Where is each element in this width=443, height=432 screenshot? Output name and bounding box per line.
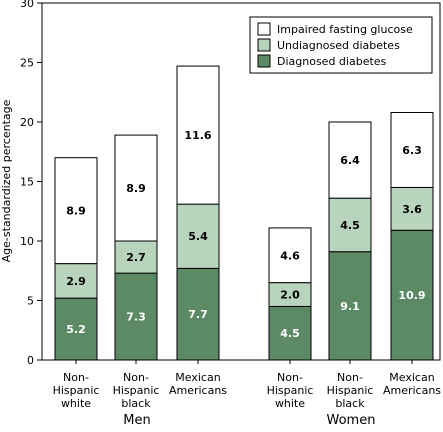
legend-swatch — [257, 38, 271, 52]
data-label: 8.9 — [126, 182, 146, 195]
category-label: Americans — [169, 384, 227, 397]
y-tick-label: 5 — [27, 295, 34, 308]
data-label: 10.9 — [398, 289, 425, 302]
y-axis: 0 5 10 15 20 25 30 — [20, 0, 42, 367]
bars: 5.2 2.9 8.9 7.3 2.7 8.9 7.7 5.4 11.6 4.5 2.0 4.6 9.1… — [54, 65, 434, 364]
group-label: Men — [123, 413, 150, 428]
data-label: 3.6 — [402, 203, 422, 216]
category-label: Non- — [123, 371, 149, 384]
category-labels: Non-HispanicwhiteNon-HispanicblackMexica… — [53, 371, 442, 428]
y-tick-label: 0 — [27, 354, 34, 367]
category-label: Americans — [383, 384, 441, 397]
bar-segment — [176, 267, 220, 361]
data-label: 6.3 — [402, 144, 422, 157]
legend-swatch — [257, 22, 271, 36]
data-label: 8.9 — [66, 205, 86, 218]
data-label: 2.9 — [66, 275, 86, 288]
category-label: Hispanic — [267, 384, 314, 397]
bar-segment — [176, 65, 220, 205]
category-label: Hispanic — [327, 384, 374, 397]
bar-segment — [328, 121, 372, 199]
data-label: 2.7 — [126, 251, 146, 264]
y-tick-label: 25 — [20, 57, 34, 70]
data-label: 2.0 — [280, 289, 300, 302]
legend: Impaired fasting glucose Undiagnosed diab… — [249, 16, 433, 74]
category-label: Non- — [63, 371, 89, 384]
category-label: Mexican — [389, 371, 434, 384]
bar-segment — [390, 111, 434, 188]
category-label: Hispanic — [113, 384, 160, 397]
bar-segment — [54, 157, 98, 265]
data-label: 5.2 — [66, 323, 86, 336]
data-label: 9.1 — [340, 300, 360, 313]
data-label: 6.4 — [340, 154, 360, 167]
bar-segment — [328, 251, 372, 361]
category-label: Hispanic — [53, 384, 100, 397]
bar-segment — [176, 203, 220, 269]
data-label: 11.6 — [184, 129, 211, 142]
bar-segment — [268, 227, 312, 284]
y-tick-label: 10 — [20, 235, 34, 248]
data-label: 5.4 — [188, 230, 208, 243]
y-axis-label: Age-standardized percentage — [0, 99, 13, 262]
bar-segment — [114, 134, 158, 242]
legend-label: Impaired fasting glucose — [277, 23, 413, 36]
category-label: black — [121, 397, 151, 410]
category-label: black — [335, 397, 365, 410]
legend-swatch — [257, 54, 271, 68]
category-label: Non- — [277, 371, 303, 384]
data-label: 4.5 — [280, 327, 300, 340]
legend-label: Undiagnosed diabetes — [277, 39, 400, 52]
y-tick-label: 15 — [20, 176, 34, 189]
legend-box — [249, 16, 433, 74]
category-label: white — [61, 397, 91, 410]
legend-label: Diagnosed diabetes — [277, 55, 387, 68]
bar-segment — [390, 186, 434, 231]
data-label: 4.6 — [280, 249, 300, 262]
data-label: 4.5 — [340, 219, 360, 232]
category-label: Mexican — [175, 371, 220, 384]
category-label: Non- — [337, 371, 363, 384]
bar-segment — [390, 229, 434, 361]
y-tick-label: 20 — [20, 116, 34, 129]
bar-segment — [268, 305, 312, 361]
category-label: white — [275, 397, 305, 410]
y-tick-label: 30 — [20, 0, 34, 10]
data-label: 7.3 — [126, 311, 146, 324]
group-label: Women — [327, 413, 376, 428]
data-label: 7.7 — [188, 308, 208, 321]
